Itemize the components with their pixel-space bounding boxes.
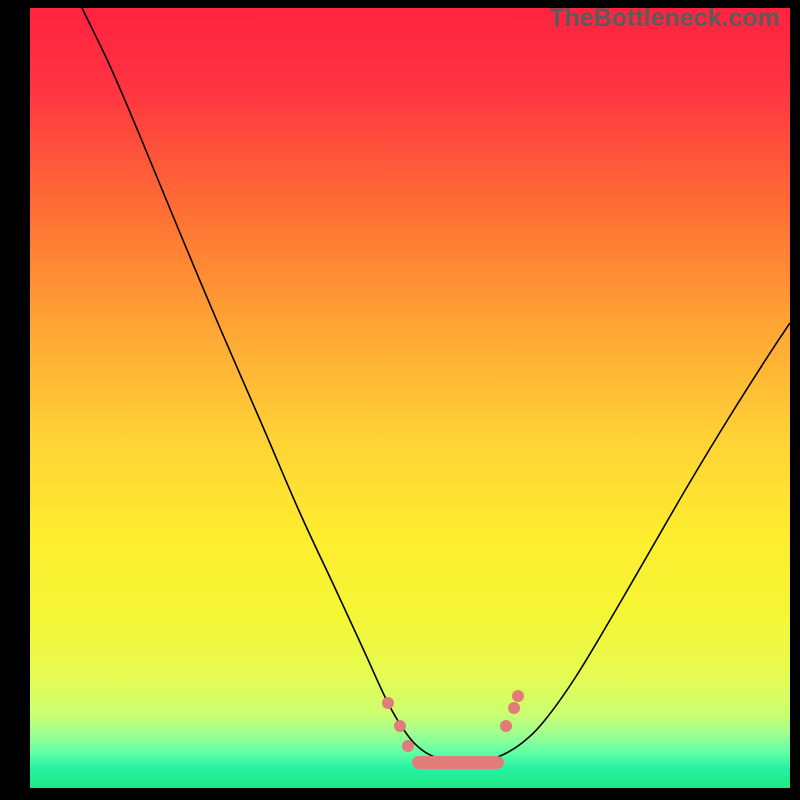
watermark-text: TheBottleneck.com <box>549 4 780 33</box>
bottleneck-marker-group <box>382 690 524 769</box>
marker-bottom-band <box>412 756 504 769</box>
marker-dot <box>382 697 394 709</box>
chart-svg-layer <box>30 8 790 788</box>
marker-dot <box>402 740 414 752</box>
marker-dot <box>500 720 512 732</box>
bottleneck-chart-plot-area <box>30 8 790 788</box>
marker-dot <box>512 690 524 702</box>
marker-dot <box>508 702 520 714</box>
marker-dot <box>394 720 406 732</box>
bottleneck-curve-line <box>82 8 790 762</box>
